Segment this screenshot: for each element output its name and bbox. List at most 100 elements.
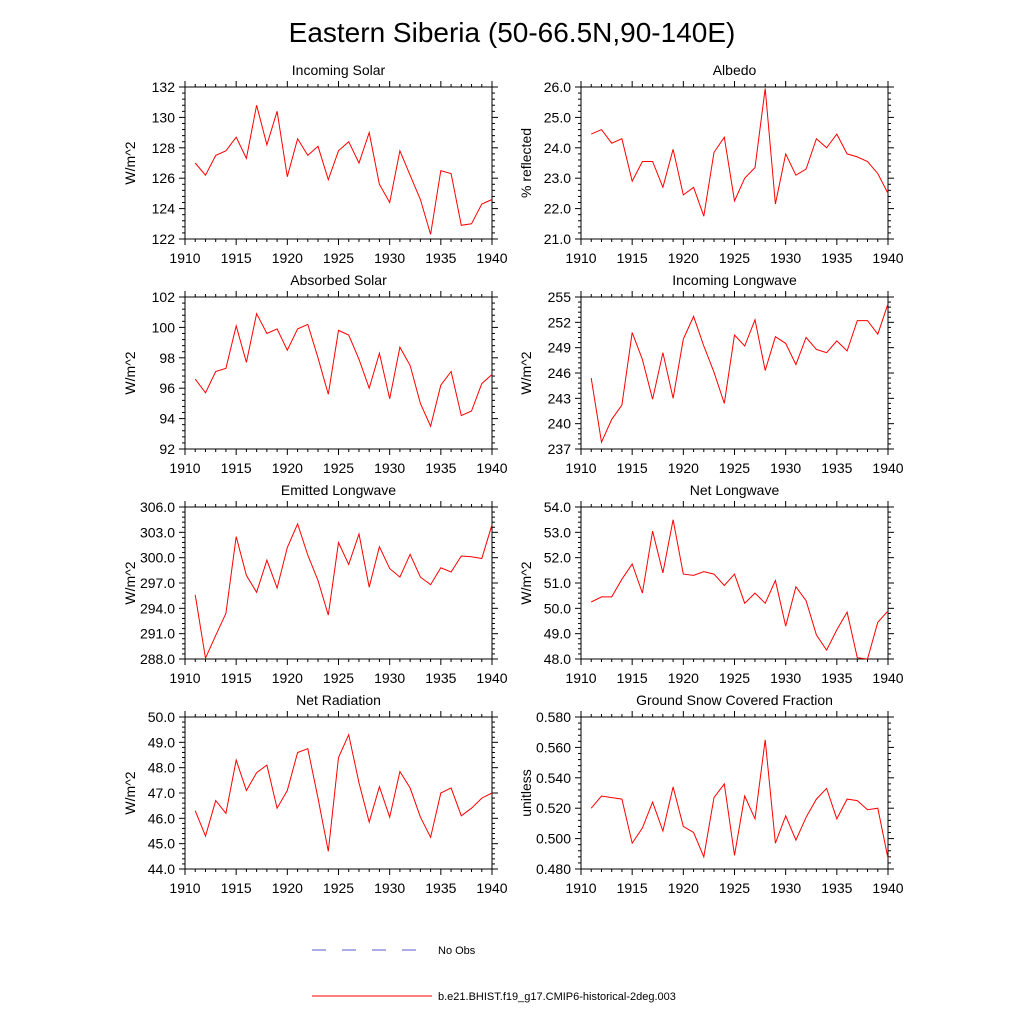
x-tick-label: 1940 [872,460,903,476]
x-tick-label: 1910 [565,460,596,476]
x-tick-label: 1940 [476,460,507,476]
panel-title: Net Radiation [296,692,381,708]
x-tick-label: 1925 [323,250,354,266]
y-axis-label: W/m^2 [122,141,138,184]
y-tick-label: 49.0 [148,734,175,750]
x-tick-label: 1925 [323,670,354,686]
x-tick-label: 1920 [668,250,699,266]
x-tick-label: 1920 [668,880,699,896]
series-line [590,88,889,217]
plot-frame [580,716,889,870]
y-tick-label: 25.0 [544,109,571,125]
x-tick-label: 1915 [221,670,252,686]
y-tick-label: 26.0 [544,79,571,95]
x-tick-label: 1940 [872,880,903,896]
x-tick-label: 1935 [425,670,456,686]
x-tick-label: 1930 [374,460,405,476]
x-tick-label: 1910 [169,250,200,266]
x-tick-label: 1910 [565,250,596,266]
x-tick-label: 1935 [821,250,852,266]
y-axis-label: W/m^2 [122,771,138,814]
x-tick-label: 1925 [719,670,750,686]
y-tick-label: 294.0 [140,600,175,616]
series-line [590,739,889,859]
chart-panel: Albedo % reflected 21.0 22.0 23.0 24.0 25.0 26.… [518,62,904,266]
y-axis-label: unitless [518,769,534,816]
x-tick-label: 1935 [425,880,456,896]
y-axis-label: % reflected [518,128,534,198]
y-tick-label: 249 [548,340,572,356]
y-tick-label: 126 [152,170,176,186]
y-tick-label: 22.0 [544,201,571,217]
plot-frame [184,86,493,240]
x-tick-label: 1915 [221,250,252,266]
x-tick-label: 1935 [425,250,456,266]
legend-model-label: b.e21.BHIST.f19_g17.CMIP6-historical-2de… [438,991,676,1003]
y-tick-label: 47.0 [148,785,175,801]
x-tick-label: 1910 [169,880,200,896]
y-tick-label: 23.0 [544,170,571,186]
x-tick-label: 1910 [565,880,596,896]
y-tick-label: 291.0 [140,626,175,642]
x-tick-label: 1915 [617,670,648,686]
panel-title: Albedo [713,62,757,78]
y-tick-label: 92 [159,441,175,457]
y-tick-label: 52.0 [544,550,571,566]
plot-frame [184,506,493,660]
chart-panel: Net Longwave W/m^2 48.0 49.0 50.0 51.0 52.0 53.… [518,482,904,686]
y-tick-label: 252 [548,314,572,330]
panel-title: Ground Snow Covered Fraction [636,692,833,708]
y-tick-label: 306.0 [140,499,175,515]
y-tick-label: 288.0 [140,651,175,667]
x-tick-label: 1935 [821,670,852,686]
panel-title: Incoming Solar [292,62,386,78]
x-tick-label: 1920 [272,670,303,686]
series-line [590,303,889,444]
y-axis-label: W/m^2 [122,561,138,604]
y-tick-label: 24.0 [544,140,571,156]
y-tick-label: 102 [152,289,176,305]
y-tick-label: 96 [159,380,175,396]
x-tick-label: 1925 [719,880,750,896]
series-line [194,312,493,428]
x-tick-label: 1915 [617,250,648,266]
chart-panel: Emitted Longwave W/m^2 288.0 291.0 294.0 297.… [122,482,508,686]
x-tick-label: 1930 [770,670,801,686]
x-tick-label: 1920 [272,250,303,266]
panel-title: Emitted Longwave [281,482,396,498]
y-tick-label: 0.520 [536,800,571,816]
y-tick-label: 132 [152,79,176,95]
x-tick-label: 1915 [617,460,648,476]
y-tick-label: 44.0 [148,861,175,877]
legend-obs-label: No Obs [438,945,476,957]
y-tick-label: 100 [152,319,176,335]
y-tick-label: 246 [548,365,572,381]
x-tick-label: 1920 [668,670,699,686]
x-tick-label: 1920 [272,460,303,476]
y-tick-label: 240 [548,416,572,432]
plot-frame [184,716,493,870]
y-axis-label: W/m^2 [122,351,138,394]
y-tick-label: 303.0 [140,524,175,540]
chart-panel: Absorbed Solar W/m^2 92 94 96 98 100 102 1910 191… [122,272,508,476]
x-tick-label: 1935 [821,880,852,896]
x-tick-label: 1915 [221,460,252,476]
y-tick-label: 54.0 [544,499,571,515]
x-tick-label: 1930 [374,670,405,686]
y-tick-label: 51.0 [544,575,571,591]
plot-frame [580,296,889,450]
x-tick-label: 1940 [476,670,507,686]
y-tick-label: 0.500 [536,831,571,847]
x-tick-label: 1915 [617,880,648,896]
y-tick-label: 297.0 [140,575,175,591]
y-tick-label: 237 [548,441,572,457]
chart-panel: Incoming Solar W/m^2 122 124 126 128 130 132 191… [122,62,508,266]
x-tick-label: 1930 [770,250,801,266]
series-line [194,733,493,852]
x-tick-label: 1920 [272,880,303,896]
y-tick-label: 94 [159,411,175,427]
y-tick-label: 48.0 [148,760,175,776]
plot-frame [580,86,889,240]
x-tick-label: 1940 [476,250,507,266]
